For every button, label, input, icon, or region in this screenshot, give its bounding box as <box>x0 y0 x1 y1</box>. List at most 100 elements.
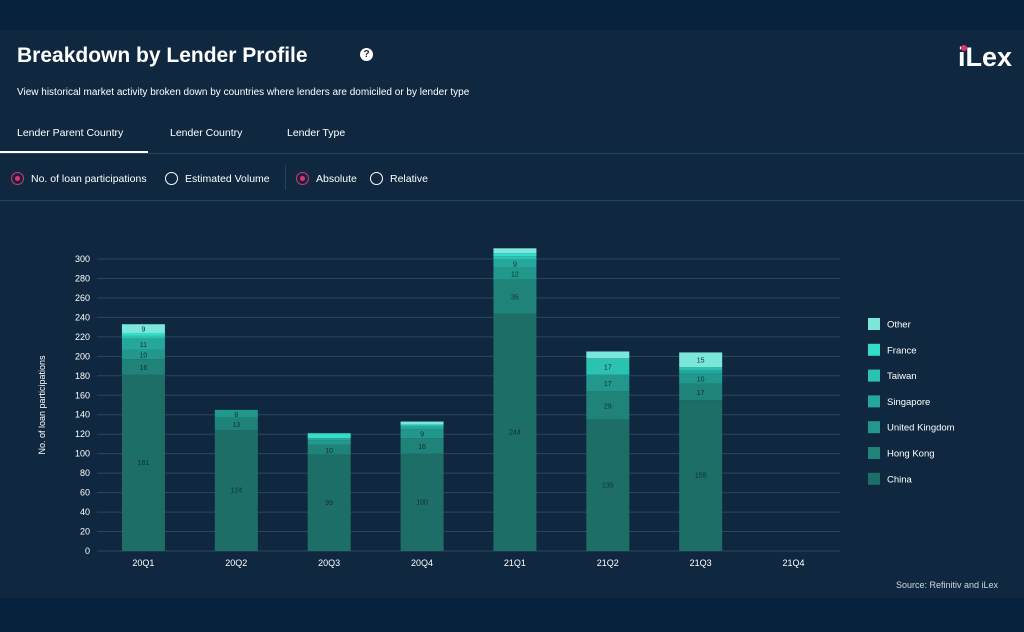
bar-segment-hong-kong <box>307 444 351 455</box>
legend-swatch <box>868 447 880 459</box>
bar-segment-taiwan <box>400 424 444 427</box>
divider <box>285 165 286 190</box>
bar-segment-taiwan <box>493 256 537 259</box>
bar-segment-hong-kong <box>493 279 537 314</box>
bar-segment-other <box>679 352 723 368</box>
data-label: 13 <box>232 422 240 429</box>
data-label: 135 <box>602 482 614 489</box>
tab-lender-type[interactable]: Lender Type <box>287 127 346 139</box>
data-label: 10 <box>325 448 333 455</box>
y-tick-label: 120 <box>75 429 90 439</box>
bar-segment-hong-kong <box>679 383 723 401</box>
y-tick-label: 220 <box>75 332 90 342</box>
bar-segment-france <box>121 332 165 336</box>
y-tick-label: 200 <box>75 351 90 361</box>
y-tick-label: 260 <box>75 293 90 303</box>
data-label: 9 <box>141 327 145 334</box>
y-tick-label: 80 <box>80 468 90 478</box>
bar-segment-singapore <box>493 259 537 268</box>
data-label: 17 <box>604 365 612 372</box>
radio-estimated-volume[interactable]: Estimated Volume <box>165 172 270 185</box>
radio-icon[interactable] <box>165 172 178 185</box>
legend-label: France <box>887 345 917 356</box>
data-label: 99 <box>325 500 333 507</box>
radio-label: No. of loan participations <box>31 172 147 185</box>
bar-segment-other <box>121 324 165 333</box>
radio-icon[interactable] <box>370 172 383 185</box>
tab-lender-country[interactable]: Lender Country <box>170 127 243 139</box>
bar-segment-china <box>214 430 258 551</box>
bar-segment-taiwan <box>679 367 723 370</box>
x-tick-label: 21Q4 <box>783 558 805 568</box>
bar-segment-singapore <box>679 369 723 374</box>
data-label: 17 <box>697 390 705 397</box>
y-tick-label: 180 <box>75 371 90 381</box>
bar-segment-taiwan <box>121 335 165 339</box>
data-label: 16 <box>418 444 426 451</box>
x-tick-label: 20Q1 <box>132 558 154 568</box>
divider <box>0 200 1024 201</box>
legend-swatch <box>868 369 880 382</box>
radio-label: Absolute <box>316 172 357 185</box>
bar-segment-united-kingdom <box>679 373 723 384</box>
bar-segment-singapore <box>121 338 165 350</box>
data-label: 15 <box>697 358 705 365</box>
y-tick-label: 20 <box>80 527 90 537</box>
legend-label: China <box>887 474 913 485</box>
help-icon[interactable]: ? <box>360 48 373 61</box>
ilex-logo: iLex <box>958 42 1013 72</box>
bar-segment-other <box>400 421 444 425</box>
bar-segment-china <box>586 419 630 551</box>
data-label: 12 <box>511 272 519 279</box>
bar-segment-singapore <box>400 426 444 430</box>
legend-swatch <box>868 318 880 330</box>
y-tick-label: 240 <box>75 312 90 322</box>
legend-swatch <box>868 395 880 408</box>
data-label: 29 <box>604 403 612 410</box>
legend-label: Other <box>887 320 911 331</box>
data-label: 244 <box>509 429 521 436</box>
source-note: Source: Refinitiv and iLex <box>895 580 998 590</box>
radio-selected-icon[interactable] <box>11 172 24 185</box>
bar-segment-hong-kong <box>121 359 165 375</box>
bar-segment-hong-kong <box>214 417 258 431</box>
data-label: 181 <box>138 460 150 467</box>
bar-segment-united-kingdom <box>400 429 444 439</box>
y-tick-label: 60 <box>80 488 90 498</box>
bar-segment-france <box>307 433 351 439</box>
bar-segment-hong-kong <box>586 391 630 420</box>
active-tab-indicator <box>0 151 148 153</box>
radio-loan-participations[interactable]: No. of loan participations <box>11 172 147 185</box>
y-axis-label: No. of loan participations <box>37 355 47 455</box>
bar-segment-united-kingdom <box>214 409 258 418</box>
radio-label: Estimated Volume <box>185 172 270 185</box>
y-tick-label: 300 <box>75 254 90 264</box>
bar-segment-united-kingdom <box>493 267 537 280</box>
radio-relative[interactable]: Relative <box>370 172 428 185</box>
x-tick-label: 20Q3 <box>318 558 340 568</box>
x-tick-label: 20Q4 <box>411 558 433 568</box>
radio-label: Relative <box>390 172 428 185</box>
bar-segment-hong-kong <box>400 438 444 454</box>
tab-lender-parent-country[interactable]: Lender Parent Country <box>17 127 124 139</box>
bar-segment-united-kingdom <box>307 440 351 445</box>
legend-swatch <box>868 421 880 434</box>
data-label: 155 <box>695 473 707 480</box>
y-tick-label: 100 <box>75 449 90 459</box>
legend-swatch <box>868 472 880 485</box>
legend-label: Taiwan <box>887 371 917 382</box>
radio-absolute[interactable]: Absolute <box>296 172 357 185</box>
bar-segment-china <box>400 453 444 551</box>
x-tick-label: 21Q3 <box>690 558 712 568</box>
divider <box>0 153 1024 154</box>
bar-segment-france <box>493 253 537 257</box>
bar-segment-china <box>307 454 351 551</box>
radio-selected-icon[interactable] <box>296 172 309 185</box>
page-title: Breakdown by Lender Profile <box>17 44 308 67</box>
data-label: 9 <box>513 261 517 268</box>
data-label: 35 <box>511 294 519 301</box>
bar-segment-china <box>679 400 723 551</box>
bar-segment-singapore <box>307 438 351 441</box>
y-tick-label: 0 <box>85 546 90 556</box>
y-tick-label: 40 <box>80 507 90 517</box>
